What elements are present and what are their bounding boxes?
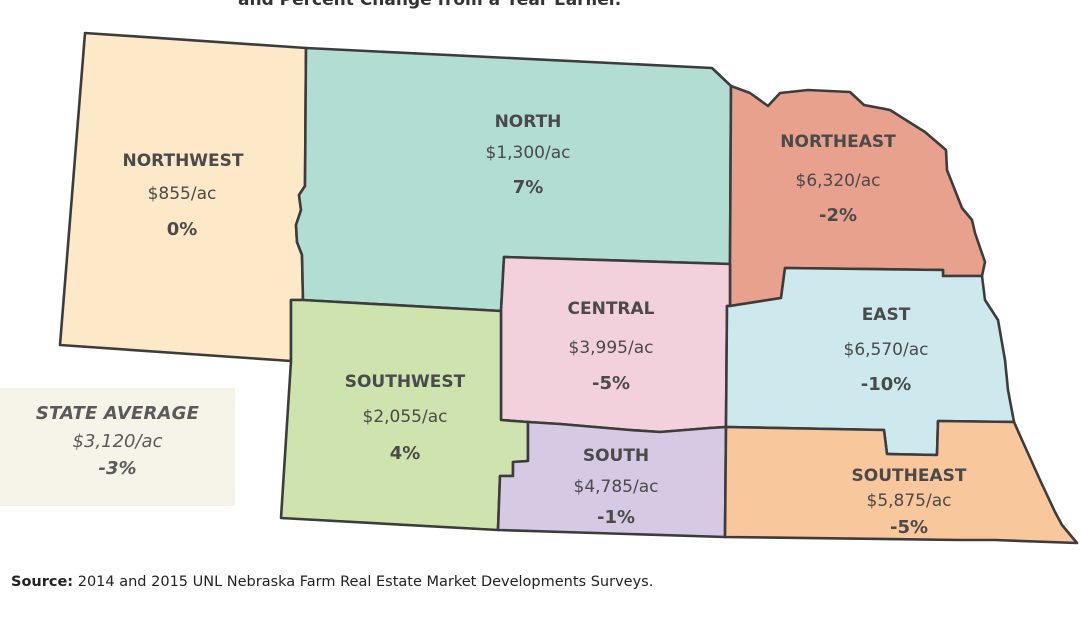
source-note: Source: 2014 and 2015 UNL Nebraska Farm … [11, 574, 653, 590]
region-southeast [723, 419, 1079, 545]
state-average-label: STATE AVERAGE [35, 403, 200, 424]
northeast-name: NORTHEAST [780, 132, 896, 152]
southeast-change: -5% [890, 517, 928, 538]
east-value: $6,570/ac [844, 340, 929, 360]
east-name: EAST [862, 305, 911, 325]
north-name: NORTH [495, 112, 562, 132]
southeast-value: $5,875/ac [867, 491, 952, 511]
southeast-name: SOUTHEAST [852, 466, 967, 486]
south-value: $4,785/ac [574, 477, 659, 497]
northwest-change: 0% [167, 219, 198, 240]
state-average-value: $3,120/ac [72, 431, 163, 452]
state-average-box: STATE AVERAGE $3,120/ac -3% [0, 388, 235, 506]
southwest-change: 4% [390, 443, 421, 464]
central-change: -5% [592, 373, 630, 394]
map-title-fragment: and Percent Change from a Year Earlier. [238, 0, 621, 10]
central-name: CENTRAL [568, 299, 655, 319]
source-text: 2014 and 2015 UNL Nebraska Farm Real Est… [73, 574, 654, 590]
east-change: -10% [861, 374, 912, 395]
south-name: SOUTH [583, 446, 649, 466]
southwest-value: $2,055/ac [363, 407, 448, 427]
northwest-name: NORTHWEST [122, 151, 243, 171]
source-key: Source: [11, 574, 74, 590]
central-value: $3,995/ac [569, 338, 654, 358]
state-average-change: -3% [98, 458, 137, 479]
northeast-change: -2% [819, 205, 857, 226]
south-change: -1% [597, 507, 635, 528]
southwest-name: SOUTHWEST [345, 372, 466, 392]
north-value: $1,300/ac [486, 143, 571, 163]
northwest-value: $855/ac [148, 184, 217, 204]
northeast-value: $6,320/ac [796, 171, 881, 191]
north-change: 7% [513, 177, 544, 198]
